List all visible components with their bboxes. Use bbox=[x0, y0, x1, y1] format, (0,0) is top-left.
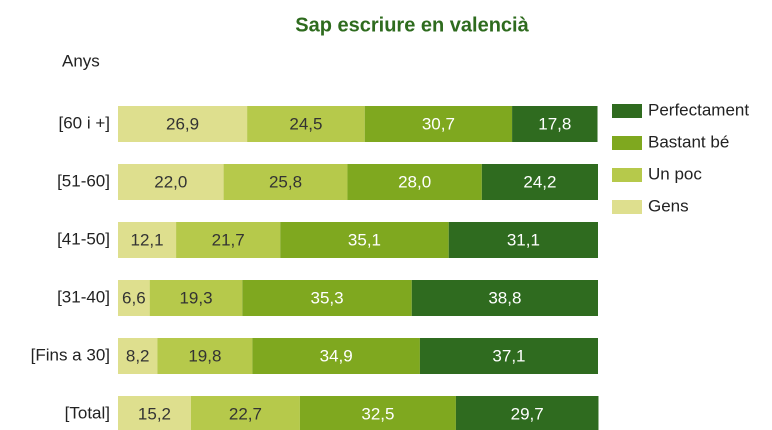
legend-label: Gens bbox=[648, 196, 689, 215]
bar-segment bbox=[118, 106, 248, 142]
value-label: 25,8 bbox=[269, 172, 302, 191]
value-label: 30,7 bbox=[422, 114, 455, 133]
y-tick-label: [41-50] bbox=[57, 229, 110, 248]
value-label: 12,1 bbox=[130, 230, 163, 249]
bar-segment bbox=[512, 106, 598, 142]
bar-segment bbox=[118, 338, 158, 374]
value-label: 29,7 bbox=[511, 404, 544, 423]
bar-segment bbox=[364, 106, 513, 142]
bar-segment bbox=[411, 280, 598, 316]
bar-segment bbox=[118, 164, 224, 200]
value-label: 24,2 bbox=[523, 172, 556, 191]
legend-label: Perfectament bbox=[648, 100, 749, 119]
value-label: 28,0 bbox=[398, 172, 431, 191]
bar-segment bbox=[176, 222, 281, 258]
value-label: 17,8 bbox=[538, 114, 571, 133]
bar-segment bbox=[448, 222, 598, 258]
bar-segment bbox=[118, 280, 150, 316]
legend-swatch bbox=[612, 168, 642, 182]
y-axis-label: Anys bbox=[62, 51, 100, 70]
value-label: 8,2 bbox=[126, 346, 150, 365]
value-label: 19,8 bbox=[188, 346, 221, 365]
y-tick-label: [Total] bbox=[65, 403, 110, 422]
value-label: 21,7 bbox=[212, 230, 245, 249]
bar-segment bbox=[481, 164, 598, 200]
y-tick-label: [Fins a 30] bbox=[31, 345, 110, 364]
chart-title: Sap escriure en valencià bbox=[295, 14, 529, 36]
bar-segment bbox=[118, 396, 191, 430]
value-label: 6,6 bbox=[122, 288, 146, 307]
bar-segment bbox=[157, 338, 253, 374]
y-tick-label: [60 i +] bbox=[58, 113, 110, 132]
bar-segment bbox=[118, 222, 177, 258]
value-label: 24,5 bbox=[289, 114, 322, 133]
value-label: 37,1 bbox=[492, 346, 525, 365]
bar-segment bbox=[247, 106, 365, 142]
value-label: 19,3 bbox=[179, 288, 212, 307]
legend-label: Un poc bbox=[648, 164, 702, 183]
value-label: 31,1 bbox=[507, 230, 540, 249]
bar-segment bbox=[242, 280, 412, 316]
value-label: 22,7 bbox=[229, 404, 262, 423]
value-label: 34,9 bbox=[320, 346, 353, 365]
legend-swatch bbox=[612, 136, 642, 150]
y-tick-label: [31-40] bbox=[57, 287, 110, 306]
value-label: 35,3 bbox=[310, 288, 343, 307]
bar-segment bbox=[455, 396, 599, 430]
bar-segment bbox=[223, 164, 348, 200]
bar-segment bbox=[190, 396, 300, 430]
bar-segment bbox=[299, 396, 456, 430]
legend-label: Bastant bé bbox=[648, 132, 729, 151]
value-label: 22,0 bbox=[154, 172, 187, 191]
bar-segment bbox=[280, 222, 449, 258]
value-label: 32,5 bbox=[361, 404, 394, 423]
value-label: 35,1 bbox=[348, 230, 381, 249]
value-label: 26,9 bbox=[166, 114, 199, 133]
bar-segment bbox=[252, 338, 420, 374]
y-tick-label: [51-60] bbox=[57, 171, 110, 190]
bar-segment bbox=[149, 280, 243, 316]
bar-segment bbox=[347, 164, 482, 200]
value-label: 15,2 bbox=[138, 404, 171, 423]
bar-segment bbox=[419, 338, 598, 374]
value-label: 38,8 bbox=[488, 288, 521, 307]
legend-swatch bbox=[612, 104, 642, 118]
legend-swatch bbox=[612, 200, 642, 214]
